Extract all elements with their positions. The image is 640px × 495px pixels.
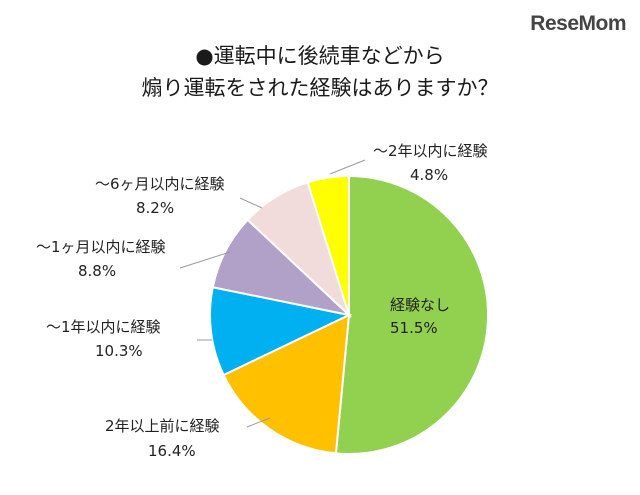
pie-slice <box>306 174 350 316</box>
slice-value-label: 4.8% <box>410 166 448 184</box>
resemom-logo: ReseMom <box>530 12 626 35</box>
slice-label: 経験なし <box>390 296 450 314</box>
slice-value-label: 16.4% <box>148 442 196 460</box>
pie-slice <box>222 313 351 455</box>
chart-title: ●運転中に後続車などから 煽り運転をされた経験はありますか？ <box>0 40 640 104</box>
slice-label: ～1ヶ月以内に経験 <box>36 238 166 256</box>
slice-value-label: 10.3% <box>95 342 143 360</box>
pie-slice <box>334 174 489 455</box>
slice-label: ～6ヶ月以内に経験 <box>95 175 225 193</box>
leader-line <box>329 159 366 175</box>
chart-title-line2: 煽り運転をされた経験はありますか？ <box>141 76 499 100</box>
leader-line <box>179 251 231 269</box>
pie-slice <box>209 286 353 377</box>
slice-label: 2年以上前に経験 <box>105 417 220 435</box>
chart-title-line1: ●運転中に後続車などから <box>195 44 445 68</box>
slice-value-label: 8.2% <box>136 199 174 217</box>
slice-value-label: 8.8% <box>78 262 116 280</box>
slice-label: ～2年以内に経験 <box>373 142 488 160</box>
leader-line <box>246 417 271 428</box>
leader-line <box>239 197 263 209</box>
slice-value-label: 51.5% <box>390 319 438 337</box>
slice-label: ～1年以内に経験 <box>46 318 161 336</box>
